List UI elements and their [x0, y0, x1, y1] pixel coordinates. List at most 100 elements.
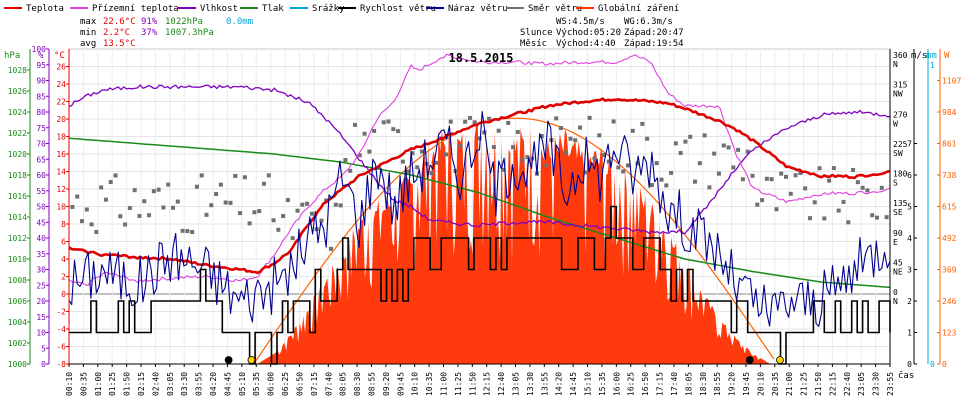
- pressure-tick-label: 1018: [8, 171, 27, 180]
- wind-direction-point: [807, 216, 812, 221]
- x-tick-label: 01:00: [94, 372, 103, 396]
- wind-direction-point: [348, 168, 353, 173]
- wind-direction-point: [420, 149, 425, 154]
- wind-direction-point: [515, 129, 520, 134]
- wind-direction-point: [822, 216, 827, 221]
- x-tick-label: 13:55: [540, 372, 549, 396]
- humidity-tick-label: 45: [36, 218, 46, 227]
- wind-direction-point: [185, 229, 190, 234]
- wind-direction-point: [386, 119, 391, 124]
- left-axes: 1000100210041006100810101012101410161018…: [8, 45, 70, 369]
- series-layer: [68, 53, 891, 365]
- stat-min-temp: 2.2°C: [103, 28, 130, 38]
- wind-direction-point: [132, 188, 137, 193]
- wind-direction-point: [338, 203, 343, 208]
- wind-direction-point: [860, 185, 865, 190]
- wind-direction-point: [731, 165, 736, 170]
- wind-direction-point: [166, 182, 171, 187]
- legend-label: Srážky: [312, 4, 345, 14]
- wind-direction-point: [228, 200, 233, 205]
- wind-direction-point: [467, 115, 472, 120]
- wind-direction-point: [281, 214, 286, 219]
- info-moon-set: Západ:19:54: [624, 39, 684, 49]
- wind-speed-tick-label: 2: [907, 297, 912, 306]
- x-tick-label: 10:10: [411, 372, 420, 396]
- axis-headers: hPa % °C m/s mm W: [4, 51, 950, 61]
- humidity-tick-label: 90: [36, 77, 46, 86]
- humidity-tick-label: 100: [32, 45, 47, 54]
- pressure-tick-label: 1014: [8, 213, 27, 222]
- wind-direction-point: [664, 183, 669, 188]
- temperature-tick-label: 18: [56, 133, 66, 142]
- x-tick-label: 07:15: [310, 372, 319, 396]
- wind-direction-point: [75, 194, 80, 199]
- wind-direction-point: [429, 171, 434, 176]
- radiation-tick-label: 123: [942, 329, 957, 338]
- wind-direction-point: [233, 173, 238, 178]
- wind-direction-point: [180, 228, 185, 233]
- wind-direction-degree: 360: [893, 51, 908, 60]
- x-tick-label: 06:25: [281, 372, 290, 396]
- wind-direction-point: [194, 184, 199, 189]
- temperature-tick-label: -8: [56, 360, 66, 369]
- x-tick-label: 01:50: [123, 372, 132, 396]
- temperature-tick-label: 20: [56, 115, 66, 124]
- axis-header-humidity: %: [38, 51, 44, 61]
- x-tick-label: 04:45: [223, 372, 232, 396]
- humidity-tick-label: 30: [36, 266, 46, 275]
- wind-direction-degree: 315: [893, 81, 908, 90]
- humidity-tick-label: 35: [36, 250, 46, 259]
- wind-direction-point: [247, 221, 252, 226]
- radiation-tick-label: 492: [942, 234, 957, 243]
- x-tick-label: 23:05: [857, 372, 866, 396]
- wind-direction-point: [175, 199, 180, 204]
- temperature-tick-label: 22: [56, 98, 66, 107]
- x-tick-label: 08:30: [353, 372, 362, 396]
- sun-set-marker: [776, 356, 784, 364]
- wind-direction-point: [774, 207, 779, 212]
- humidity-tick-label: 5: [41, 344, 46, 353]
- humidity-line: [68, 84, 890, 235]
- wind-direction-point: [367, 149, 372, 154]
- wind-direction-point: [113, 173, 118, 178]
- wind-direction-point: [410, 151, 415, 156]
- wind-direction-point: [865, 188, 870, 193]
- wind-direction-point: [84, 207, 89, 212]
- x-tick-label: 23:55: [886, 372, 895, 396]
- x-tick-label: 18:05: [684, 372, 693, 396]
- x-tick-label: 21:25: [800, 372, 809, 396]
- temperature-tick-label: 4: [61, 255, 66, 264]
- x-tick-label: 01:25: [108, 372, 117, 396]
- x-tick-label: 18:30: [699, 372, 708, 396]
- wind-direction-label: N: [893, 297, 898, 306]
- wind-direction-point: [649, 183, 654, 188]
- wind-direction-label: E: [893, 238, 898, 247]
- wind-direction-point: [79, 219, 84, 224]
- info-moon-rise: Východ:4:40: [556, 39, 616, 49]
- pressure-tick-label: 1020: [8, 150, 27, 159]
- wind-direction-point: [477, 136, 482, 141]
- humidity-tick-label: 55: [36, 187, 46, 196]
- wind-direction-point: [223, 200, 228, 205]
- x-tick-label: 09:20: [382, 372, 391, 396]
- legend-label: Náraz větru: [448, 4, 508, 14]
- temperature-tick-label: 0: [61, 290, 66, 299]
- wind-direction-point: [582, 170, 587, 175]
- wind-direction-point: [276, 227, 281, 232]
- legend-label: Přízemní teplota: [92, 4, 179, 14]
- wind-direction-point: [161, 205, 166, 210]
- temperature-tick-label: 14: [56, 168, 66, 177]
- wind-direction-point: [305, 201, 310, 206]
- axis-header-wind: m/s: [911, 51, 927, 61]
- info-sun-label: Slunce: [520, 28, 553, 38]
- rain-tick-label: 1: [930, 61, 935, 70]
- wind-direction-point: [209, 203, 214, 208]
- wind-direction-point: [578, 125, 583, 130]
- wind-gust-line: [68, 111, 891, 327]
- x-tick-label: 18:55: [713, 372, 722, 396]
- x-tick-label: 02:15: [137, 372, 146, 396]
- wind-direction-point: [870, 213, 875, 218]
- sun-rise-marker: [247, 356, 256, 364]
- wind-direction-point: [836, 208, 841, 213]
